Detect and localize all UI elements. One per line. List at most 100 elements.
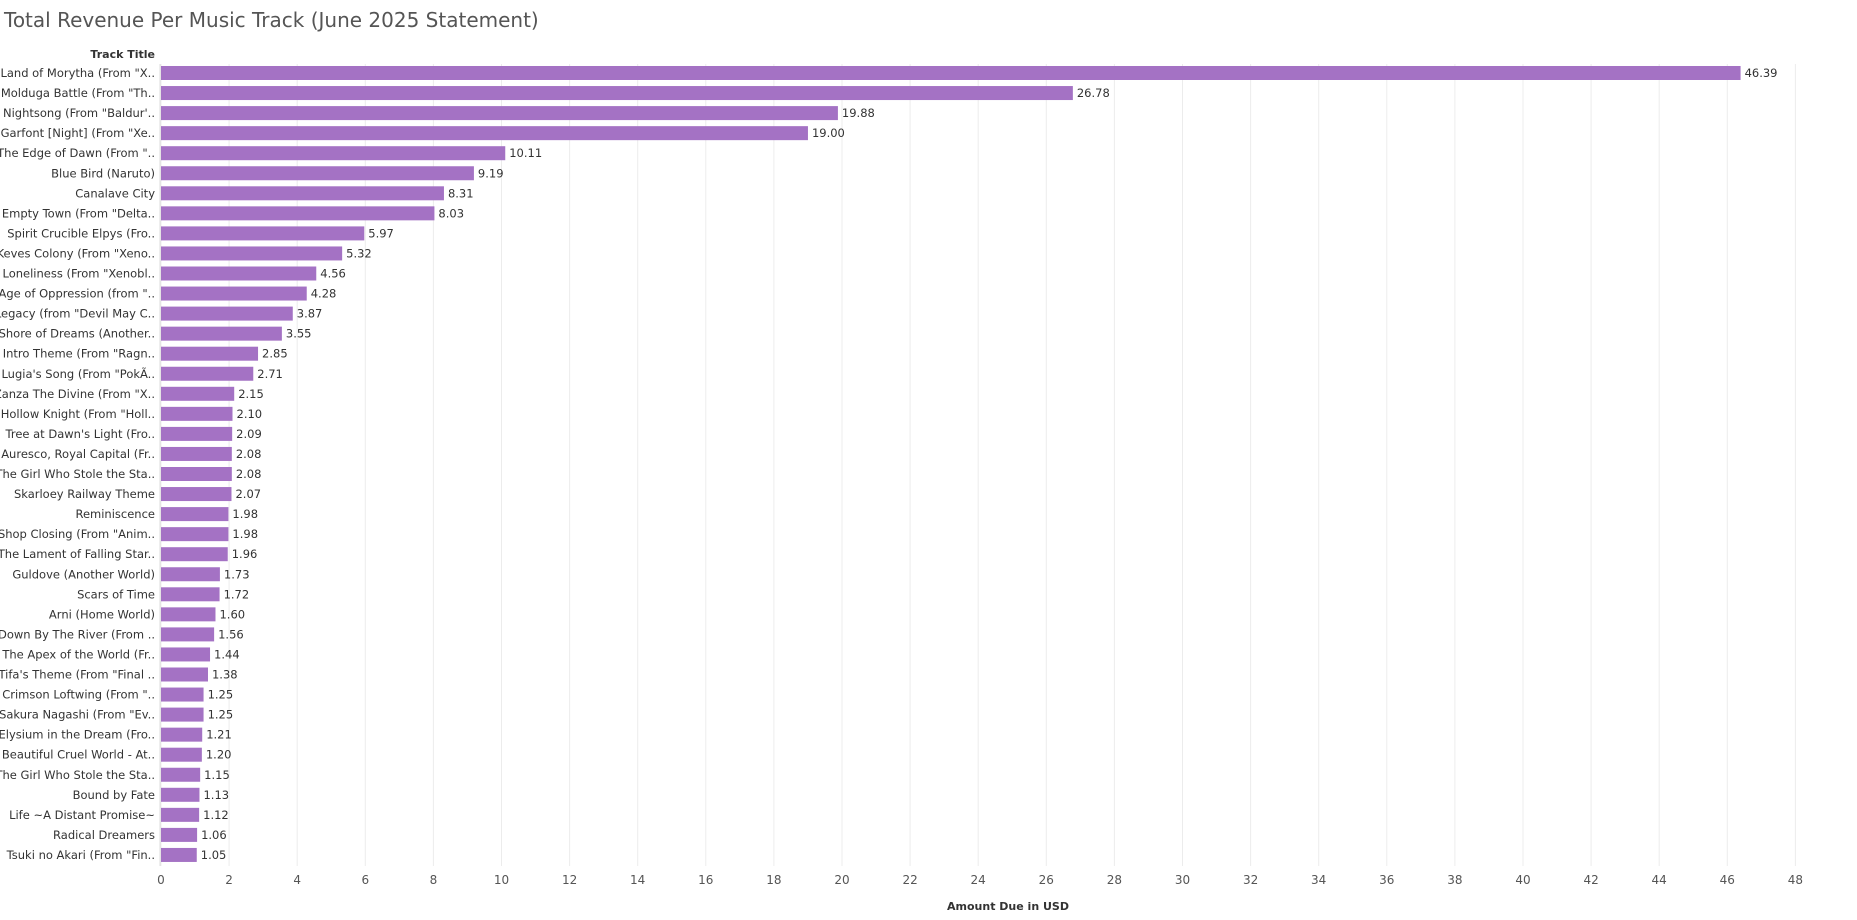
bar[interactable] — [161, 607, 216, 622]
x-tick-label: 34 — [1311, 873, 1326, 887]
bar[interactable] — [161, 166, 474, 181]
data-label: 4.28 — [311, 287, 337, 301]
x-tick-label: 38 — [1447, 873, 1462, 887]
x-tick-label: 26 — [1039, 873, 1054, 887]
bar[interactable] — [161, 707, 204, 722]
x-tick-label: 36 — [1379, 873, 1394, 887]
data-label: 19.00 — [812, 126, 845, 140]
data-label: 5.32 — [346, 246, 372, 260]
data-label: 1.06 — [201, 828, 227, 842]
category-label: Empty Town (From "Delta.. — [2, 206, 155, 220]
bar[interactable] — [161, 146, 506, 161]
x-tick-label: 0 — [157, 873, 165, 887]
data-label: 2.09 — [236, 427, 262, 441]
x-tick-label: 32 — [1243, 873, 1258, 887]
category-label: Shore of Dreams (Another.. — [0, 327, 155, 341]
category-label: Canalave City — [75, 186, 155, 200]
data-label: 1.96 — [232, 547, 258, 561]
bar[interactable] — [161, 66, 1741, 80]
bar[interactable] — [161, 86, 1073, 101]
category-label: Tifa's Theme (From "Final .. — [0, 668, 155, 682]
x-tick-label: 14 — [630, 873, 645, 887]
bar[interactable] — [161, 847, 197, 862]
bar[interactable] — [161, 567, 220, 582]
bar[interactable] — [161, 687, 204, 702]
bar[interactable] — [161, 547, 228, 562]
data-label: 1.05 — [201, 848, 227, 862]
bar[interactable] — [161, 406, 233, 421]
bar[interactable] — [161, 266, 317, 281]
y-axis-title: Track Title — [90, 48, 155, 61]
bar[interactable] — [161, 727, 203, 742]
category-label: Arni (Home World) — [49, 607, 155, 621]
bar[interactable] — [161, 446, 232, 461]
x-tick-label: 12 — [562, 873, 577, 887]
data-label: 8.03 — [438, 206, 464, 220]
bar[interactable] — [161, 186, 444, 201]
data-label: 2.07 — [235, 487, 261, 501]
data-label: 4.56 — [320, 267, 346, 281]
bar[interactable] — [161, 647, 211, 662]
bar[interactable] — [161, 507, 229, 522]
data-label: 1.73 — [224, 567, 250, 581]
x-tick-label: 10 — [494, 873, 509, 887]
bar[interactable] — [161, 366, 254, 381]
category-label: The Girl Who Stole the Sta.. — [0, 467, 155, 481]
bar[interactable] — [161, 426, 233, 441]
category-label: Reminiscence — [75, 507, 155, 521]
category-label: The Edge of Dawn (From ".. — [0, 146, 155, 160]
bar[interactable] — [161, 106, 838, 121]
data-label: 1.15 — [204, 768, 230, 782]
category-label: Land of Morytha (From "X.. — [0, 66, 155, 80]
category-label: Nightsong (From "Baldur'.. — [3, 106, 155, 120]
category-label: Tsuki no Akari (From "Fin.. — [6, 848, 155, 862]
data-label: 1.25 — [208, 688, 234, 702]
bar[interactable] — [161, 747, 202, 762]
bar[interactable] — [161, 286, 307, 301]
category-label: Lugia's Song (From "PokÃ.. — [1, 366, 155, 381]
x-tick-label: 22 — [902, 873, 917, 887]
category-label: Legacy (from "Devil May C.. — [0, 307, 155, 321]
category-label: Sakura Nagashi (From "Ev.. — [0, 708, 155, 722]
data-label: 1.98 — [232, 527, 258, 541]
category-label: Spirit Crucible Elpys (Fro.. — [7, 226, 155, 240]
data-label: 46.39 — [1745, 66, 1778, 80]
bar[interactable] — [161, 206, 435, 221]
data-label: 1.56 — [218, 627, 244, 641]
data-label: 1.25 — [208, 708, 234, 722]
data-label: 2.85 — [262, 347, 288, 361]
bar[interactable] — [161, 326, 282, 341]
bar[interactable] — [161, 527, 229, 542]
category-label: Auresco, Royal Capital (Fr.. — [1, 447, 155, 461]
bar[interactable] — [161, 487, 232, 502]
bar[interactable] — [161, 667, 208, 682]
gridlines — [159, 64, 1796, 866]
category-label: Zanza The Divine (From "X.. — [0, 387, 155, 401]
x-tick-label: 42 — [1583, 873, 1598, 887]
bar[interactable] — [161, 807, 200, 822]
category-label: Life ~A Distant Promise~ — [9, 808, 155, 822]
category-label: Crimson Loftwing (From ".. — [2, 688, 155, 702]
bar[interactable] — [161, 386, 235, 401]
bar[interactable] — [161, 246, 343, 261]
bar[interactable] — [161, 306, 293, 321]
bar[interactable] — [161, 767, 201, 782]
data-label: 5.97 — [368, 226, 394, 240]
bar[interactable] — [161, 126, 808, 141]
data-label: 2.10 — [237, 407, 263, 421]
bar[interactable] — [161, 467, 232, 481]
data-label: 2.08 — [236, 447, 262, 461]
bar[interactable] — [161, 627, 215, 642]
category-label: Keves Colony (From "Xeno.. — [0, 246, 155, 260]
bar[interactable] — [161, 346, 259, 361]
category-label: The Lament of Falling Star.. — [0, 547, 155, 561]
bar[interactable] — [161, 226, 365, 241]
bar[interactable] — [161, 587, 220, 602]
data-label: 9.19 — [478, 166, 504, 180]
data-label: 1.12 — [203, 808, 229, 822]
data-label: 2.71 — [257, 367, 283, 381]
bar[interactable] — [161, 827, 198, 842]
data-label: 1.13 — [203, 788, 229, 802]
category-label: Intro Theme (From "Ragn.. — [3, 347, 155, 361]
bar[interactable] — [161, 787, 200, 802]
